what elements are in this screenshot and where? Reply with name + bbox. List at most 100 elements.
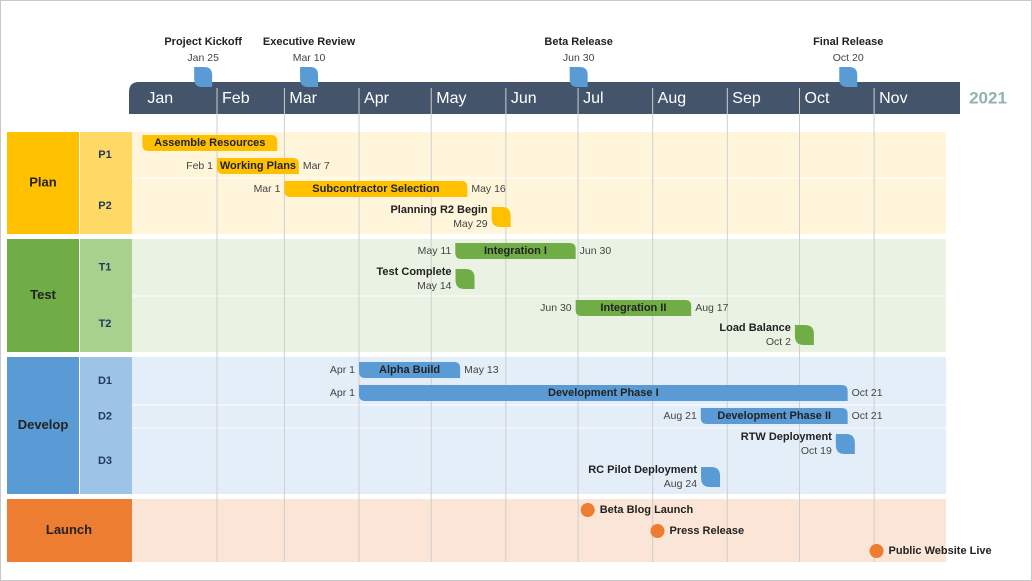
row-name: T1	[99, 261, 112, 273]
task-start: Jun 30	[540, 302, 572, 314]
task-bar	[455, 243, 576, 259]
lane-header	[7, 499, 132, 562]
task-start: Apr 1	[330, 387, 355, 399]
lane-background	[132, 499, 946, 562]
milestone-marker	[701, 467, 721, 487]
milestone-date: Oct 2	[766, 336, 791, 348]
row-name: T2	[99, 318, 112, 330]
row-name: D2	[98, 410, 112, 422]
task-bar	[217, 158, 299, 174]
task-label: Working Plans	[220, 160, 296, 172]
milestone-label: RTW Deployment	[741, 431, 832, 443]
task-bar	[575, 300, 692, 316]
task-start: May 11	[418, 245, 452, 257]
row-name: P2	[98, 200, 111, 212]
grid	[216, 88, 875, 562]
lane-header	[7, 357, 79, 494]
top-milestone-date: Jun 30	[563, 52, 595, 64]
month-label: Jun	[511, 90, 537, 107]
task-label: Alpha Build	[379, 364, 440, 376]
task-label: Assemble Resources	[154, 137, 265, 149]
month-label: Oct	[805, 90, 830, 107]
top-milestone-label: Executive Review	[263, 36, 356, 48]
month-label: Apr	[364, 90, 390, 107]
top-milestone-label: Project Kickoff	[164, 36, 242, 48]
lane-background	[132, 357, 946, 494]
task-label: Integration II	[600, 302, 666, 314]
task-start: Feb 1	[186, 160, 213, 172]
milestone-label: RC Pilot Deployment	[588, 464, 697, 476]
lane-name: Plan	[29, 174, 57, 189]
task-end: May 16	[471, 183, 506, 195]
top-milestone-date: Oct 20	[833, 52, 864, 64]
top-milestone-label: Final Release	[813, 36, 883, 48]
top-milestone-date: Mar 10	[293, 52, 326, 64]
month-label: Sep	[732, 90, 761, 107]
event-dot	[580, 503, 595, 517]
lane-header	[7, 239, 79, 352]
milestone-label: Load Balance	[719, 322, 791, 334]
task-bar	[284, 181, 468, 197]
milestone-label: Planning R2 Begin	[390, 204, 487, 216]
task-end: May 13	[464, 364, 499, 376]
row-header	[80, 178, 132, 234]
task-bar	[142, 135, 278, 151]
row-header	[80, 357, 132, 405]
milestone-date: Oct 19	[801, 445, 832, 457]
task-end: Oct 21	[852, 410, 883, 422]
task-label: Integration I	[484, 245, 547, 257]
lane-name: Develop	[18, 417, 69, 432]
month-label: Nov	[879, 90, 907, 107]
milestone-label: Test Complete	[377, 266, 452, 278]
top-milestone-marker	[839, 67, 858, 87]
time-axis	[129, 82, 960, 114]
milestone-marker	[794, 325, 814, 345]
task-start: Aug 21	[664, 410, 697, 422]
month-label: Aug	[658, 90, 686, 107]
task-bar	[700, 408, 848, 424]
task-bar	[359, 362, 461, 378]
task-start: Apr 1	[330, 364, 355, 376]
month-label: Jul	[583, 90, 603, 107]
event-dot	[650, 524, 665, 538]
year-label: 2021	[969, 88, 1007, 107]
row-header	[80, 296, 132, 352]
task-label: Development Phase I	[548, 387, 659, 399]
row-header	[80, 239, 132, 296]
month-label: Jan	[147, 90, 173, 107]
row-header	[80, 428, 132, 494]
top-milestone-label: Beta Release	[544, 36, 613, 48]
milestone-date: Aug 24	[664, 478, 697, 490]
event-label: Public Website Live	[889, 545, 992, 557]
row-name: P1	[98, 149, 111, 161]
event-label: Press Release	[669, 525, 744, 537]
lane-name: Test	[30, 287, 56, 302]
task-label: Subcontractor Selection	[312, 183, 439, 195]
milestone-date: May 29	[453, 218, 488, 230]
items: Assemble Resources Working Plans Feb 1 Mar …	[142, 135, 992, 558]
top-milestone-marker	[194, 67, 213, 87]
row-name: D3	[98, 455, 112, 467]
milestone-marker	[455, 269, 475, 289]
top-milestone-date: Jan 25	[187, 52, 219, 64]
task-end: Mar 7	[303, 160, 330, 172]
milestone-marker	[491, 207, 511, 227]
event-label: Beta Blog Launch	[600, 504, 694, 516]
row-header	[80, 132, 132, 178]
task-label: Development Phase II	[717, 410, 831, 422]
lane-name: Launch	[46, 522, 92, 537]
row-name: D1	[98, 375, 112, 387]
milestone-marker	[835, 434, 855, 454]
task-end: Aug 17	[695, 302, 728, 314]
task-end: Oct 21	[852, 387, 883, 399]
top-milestone-marker	[569, 67, 588, 87]
month-label: May	[436, 90, 466, 107]
lane-header	[7, 132, 79, 234]
task-bar	[359, 385, 848, 401]
row-header	[80, 405, 132, 428]
task-end: Jun 30	[580, 245, 612, 257]
month-label: Mar	[289, 90, 317, 107]
task-start: Mar 1	[254, 183, 281, 195]
